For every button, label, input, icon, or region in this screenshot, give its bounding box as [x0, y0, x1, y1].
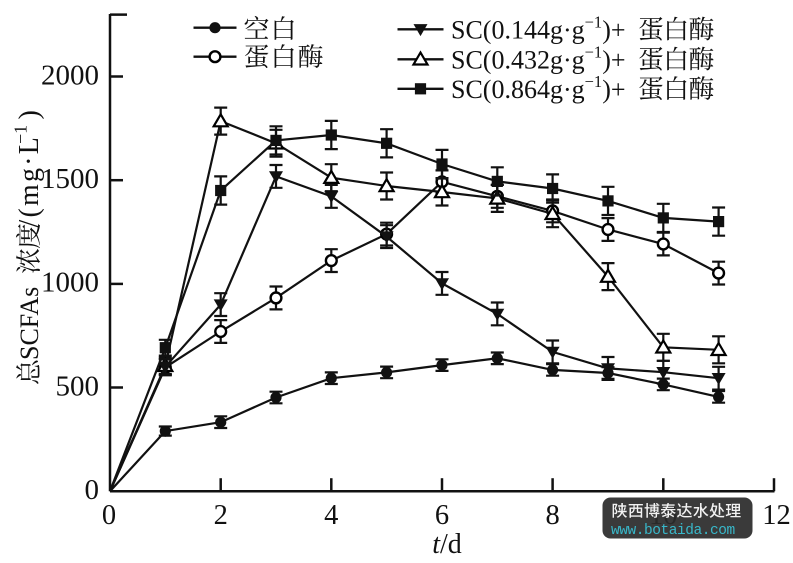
svg-text:0: 0 [102, 500, 116, 531]
svg-text:t/d: t/d [432, 529, 462, 560]
svg-text:1000: 1000 [41, 267, 99, 299]
svg-text:−1: −1 [11, 125, 31, 144]
svg-text:): ) [14, 110, 45, 119]
svg-text:12: 12 [762, 500, 791, 531]
svg-text:2000: 2000 [41, 59, 99, 91]
svg-text:1500: 1500 [41, 163, 99, 195]
svg-text:500: 500 [56, 370, 100, 402]
svg-text:0: 0 [85, 474, 100, 506]
svg-text:4: 4 [324, 500, 338, 531]
svg-text:2: 2 [214, 500, 228, 531]
svg-text:/(mg·L: /(mg·L [14, 135, 45, 228]
svg-text:www.botaida.com: www.botaida.com [611, 523, 735, 539]
svg-text:6: 6 [435, 500, 449, 531]
svg-text:SCFAs: SCFAs [15, 287, 44, 360]
svg-text:8: 8 [545, 500, 559, 531]
